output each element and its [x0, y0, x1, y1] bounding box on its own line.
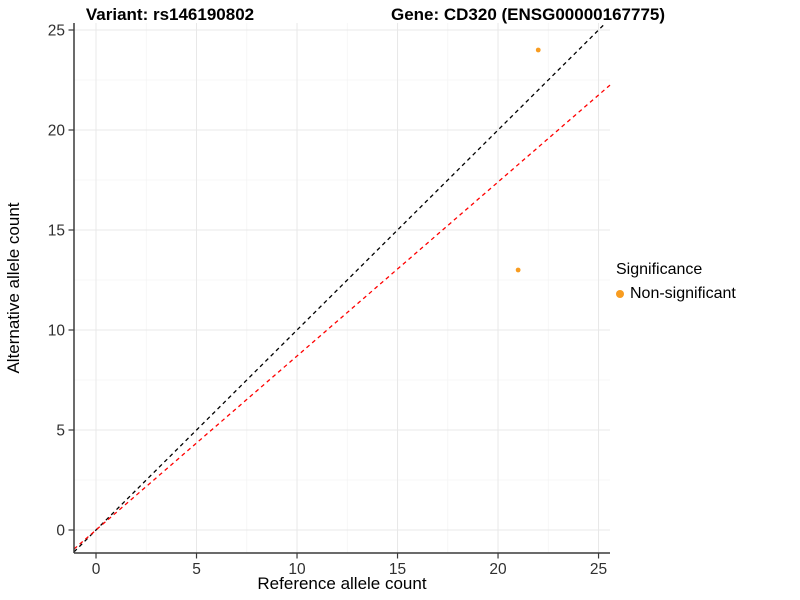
plot-title-variant: Variant: rs146190802: [85, 5, 255, 24]
legend-point-icon: [616, 290, 624, 298]
x-tick-label: 5: [192, 561, 201, 578]
x-axis-title: Reference allele count: [257, 574, 427, 593]
x-tick-label: 20: [489, 561, 507, 578]
legend: Significance Non-significant: [616, 261, 736, 303]
x-tick-label: 10: [288, 561, 306, 578]
data-point: [515, 267, 521, 273]
y-tick-label: 15: [48, 223, 65, 240]
legend-title: Significance: [616, 261, 703, 278]
x-tick-label: 15: [389, 561, 406, 578]
reference-line-identity: [73, 22, 607, 553]
y-tick-label: 10: [48, 323, 66, 340]
x-tick-label: 25: [590, 561, 607, 578]
plot-title-gene: Gene: CD320 (ENSG00000167775): [390, 5, 666, 24]
reference-line-expected-ratio: [73, 84, 611, 550]
y-tick-label: 0: [56, 523, 65, 540]
y-tick-label: 5: [56, 423, 65, 440]
data-point: [535, 47, 541, 53]
y-tick-label: 25: [48, 23, 65, 40]
x-tick-label: 0: [92, 561, 101, 578]
legend-item-label: Non-significant: [630, 285, 736, 302]
y-tick-label: 20: [48, 123, 66, 140]
legend-item-nonsignificant: Non-significant: [616, 285, 736, 303]
